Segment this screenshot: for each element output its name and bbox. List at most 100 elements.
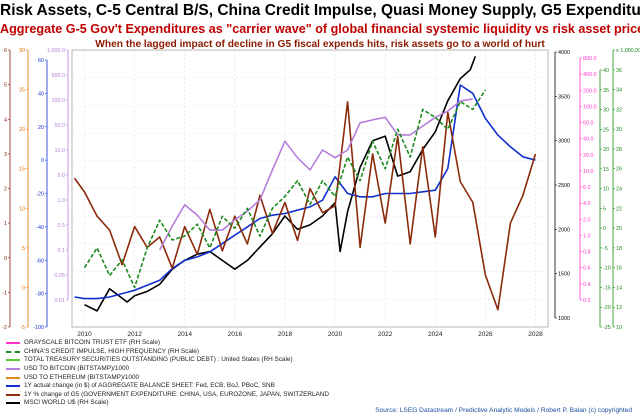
left2-tick-label: 15 [19, 167, 25, 173]
right2-tick-label: 0.8 [583, 250, 591, 256]
left1-tick-label: -1 [2, 290, 7, 296]
left3-tick-label: 40 [38, 91, 44, 97]
left1-tick-label: 6 [4, 48, 7, 54]
right4-tick-label: 20 [616, 226, 622, 232]
right3-tick-label: 10 [603, 187, 609, 193]
right1-tick-label: 3000 [558, 139, 570, 145]
left4-tick-label: 0.1 [58, 248, 66, 254]
left1-tick-label: 1 [4, 221, 7, 227]
legend-label: TOTAL TREASURY SECURITIES OUTSTANDING (P… [24, 356, 293, 364]
x-tick-label: 2012 [127, 331, 142, 338]
legend-swatch [6, 385, 20, 388]
left3-tick-label: 60 [38, 58, 44, 64]
left4-tick-label: 0.5 [58, 223, 66, 229]
legend-swatch [6, 342, 20, 345]
right3-tick-label: 15 [603, 167, 609, 173]
right1-tick-label: 3500 [558, 94, 570, 100]
left2-tick-label: 10 [19, 206, 25, 212]
right3-tick-label: 40 [603, 68, 609, 74]
right4-tick-label: 10 [616, 325, 622, 331]
right4-tick-label: 28 [616, 147, 622, 153]
right2-tick-label: 100.0 [583, 104, 597, 110]
right2-tick-label: 4.0 [583, 201, 591, 207]
legend-entry: TOTAL TREASURY SECURITIES OUTSTANDING (P… [6, 356, 426, 365]
legend-entry: USD TO BITCOIN (BITSTAMP)/1000 [6, 365, 426, 374]
right3-tick-label: -15 [603, 285, 611, 291]
right2-tick-label: 0.6 [583, 266, 591, 272]
left4-tick-label: 1.0 [58, 198, 66, 204]
right4-tick-label: 26 [616, 167, 622, 173]
right2-tick-label: 2.0 [583, 217, 591, 223]
series-line-4 [83, 89, 487, 289]
left2-tick-label: 5 [22, 246, 25, 252]
left2-tick-label: 0 [22, 285, 25, 291]
right1-tick-label: 2000 [558, 227, 570, 233]
left1-tick-label: 3 [4, 152, 7, 158]
left2-tick-label: -5 [20, 325, 25, 331]
right2-tick-label: 40.0 [583, 137, 594, 143]
left1-tick-label: 0 [4, 256, 7, 262]
left3-tick-label: -20 [36, 192, 44, 198]
legend-label: 1Y % change of G5 (GOVERNMENT EXPENDITUR… [24, 390, 330, 398]
left1-tick-label: 5 [4, 83, 7, 89]
right4-tick-label: 32 [616, 107, 622, 113]
right3-tick-label: 5 [603, 206, 606, 212]
x-tick-label: 2028 [528, 331, 543, 338]
left4-tick-label: 0.01 [55, 298, 66, 304]
x-tick-label: 2026 [478, 331, 493, 338]
legend-label: CHINA'S CREDIT IMPULSE, HIGH FREQUENCY (… [24, 347, 199, 355]
right4-tick-label: 18 [616, 246, 622, 252]
legend-swatch [6, 402, 20, 405]
left4-tick-label: 10.0 [55, 148, 66, 154]
source-note: Source: LSEG Datastream / Predictive Ana… [375, 407, 632, 414]
left3-tick-label: -80 [36, 292, 44, 298]
right4-tick-label: x 1,000,000 [616, 48, 640, 54]
left3-tick-label: -100 [33, 325, 44, 331]
legend-swatch [6, 359, 20, 362]
legend-label: USD TO ETHEREUM (BITSTAMP)/1000 [24, 373, 140, 381]
left3-tick-label: 0 [41, 158, 44, 164]
right1-tick-label: 1500 [558, 272, 570, 278]
right2-tick-label: 0.4 [583, 282, 591, 288]
legend-entry: GRAYSCALE BITCOIN TRUST ETF (RH Scale) [6, 339, 426, 348]
right3-tick-label: -5 [603, 246, 608, 252]
legend-entry: 1Y actual change (in $) of AGGREGATE BAL… [6, 382, 426, 391]
left4-tick-label: 5.0 [58, 173, 66, 179]
right2-tick-label: 10.0 [583, 169, 594, 175]
legend-label: GRAYSCALE BITCOIN TRUST ETF (RH Scale) [24, 339, 160, 347]
legend-entry: 1Y % change of G5 (GOVERNMENT EXPENDITUR… [6, 391, 426, 400]
right3-tick-label: -25 [603, 325, 611, 331]
left3-tick-label: 20 [38, 125, 44, 131]
right3-tick-label: 30 [603, 108, 609, 114]
chart-title: Risk Assets, C-5 Central B/S, China Cred… [0, 2, 640, 19]
left2-tick-label: 30 [19, 48, 25, 54]
x-tick-label: 2024 [428, 331, 443, 338]
right2-tick-label: 0.2 [583, 298, 591, 304]
legend-swatch [6, 368, 20, 371]
x-tick-label: 2010 [77, 331, 92, 338]
right1-tick-label: 2500 [558, 183, 570, 189]
right4-tick-label: 24 [616, 187, 622, 193]
right3-tick-label: -10 [603, 266, 611, 272]
series-line-2 [73, 101, 537, 311]
x-tick-label: 2016 [228, 331, 243, 338]
left1-tick-label: -2 [2, 325, 7, 331]
left3-tick-label: -60 [36, 258, 44, 264]
legend-swatch [6, 350, 20, 353]
left4-tick-label: 1,000.0 [47, 48, 65, 54]
right3-tick-label: 25 [603, 127, 609, 133]
right4-tick-label: 14 [616, 285, 622, 291]
legend-swatch [6, 376, 20, 379]
series-line-3 [158, 98, 473, 251]
right3-tick-label: -20 [603, 305, 611, 311]
x-tick-label: 2022 [378, 331, 393, 338]
left4-tick-label: 50.0 [55, 123, 66, 129]
x-tick-label: 2014 [178, 331, 193, 338]
left2-tick-label: 20 [19, 127, 25, 133]
chart-subtitle-2: When the lagged impact of decline in G5 … [95, 39, 545, 50]
left1-tick-label: 4 [4, 117, 7, 123]
x-tick-label: 2018 [278, 331, 293, 338]
right2-tick-label: 200.0 [583, 88, 597, 94]
right4-tick-label: 36 [616, 68, 622, 74]
right2-tick-label: 20.0 [583, 153, 594, 159]
